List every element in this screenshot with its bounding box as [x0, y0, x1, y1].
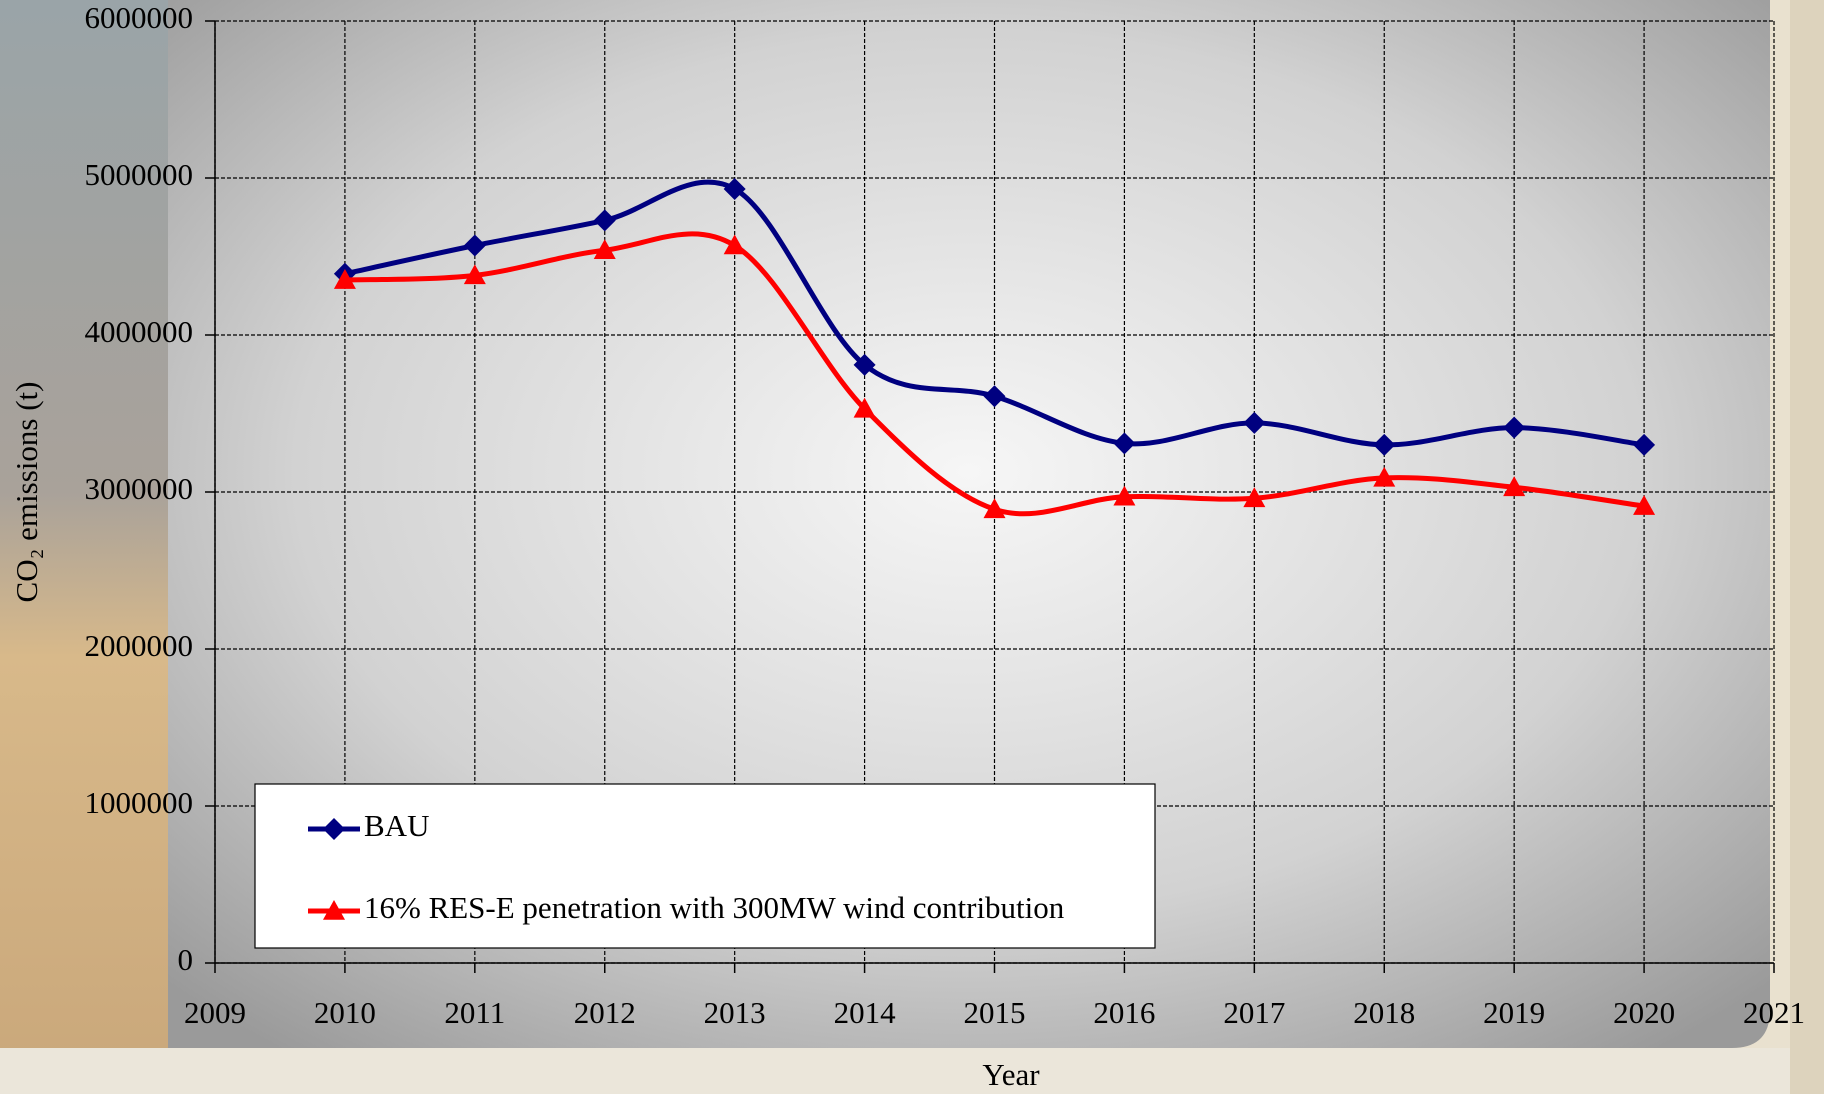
- x-tick-label: 2019: [1483, 995, 1545, 1030]
- legend-label: 16% RES-E penetration with 300MW wind co…: [364, 890, 1065, 925]
- y-tick-label: 4000000: [85, 314, 194, 349]
- footer-band: [0, 1048, 1790, 1094]
- y-tick-label: 2000000: [85, 628, 194, 663]
- y-tick-label: 3000000: [85, 471, 194, 506]
- x-tick-label: 2021: [1743, 995, 1805, 1030]
- y-tick-label: 5000000: [85, 157, 194, 192]
- x-tick-label: 2020: [1613, 995, 1675, 1030]
- chart: Year CO₂ emissions (t) 0 1000000 2000000 30…: [0, 0, 1824, 1094]
- y-axis-title: CO₂ emissions (t): [9, 382, 44, 603]
- x-tick-label: 2015: [964, 995, 1026, 1030]
- legend: BAU 16% RES-E penetration with 300MW wind…: [255, 784, 1155, 948]
- x-tick-label: 2016: [1093, 995, 1155, 1030]
- x-tick-label: 2012: [574, 995, 636, 1030]
- x-tick-label: 2010: [314, 995, 376, 1030]
- x-tick-label: 2009: [184, 995, 246, 1030]
- x-tick-label: 2017: [1223, 995, 1285, 1030]
- x-tick-label: 2014: [834, 995, 897, 1030]
- y-tick-label: 6000000: [85, 0, 194, 35]
- x-tick-label: 2018: [1353, 995, 1415, 1030]
- side-strip: [1790, 0, 1824, 1094]
- legend-label: BAU: [364, 808, 429, 843]
- x-tick-label: 2013: [704, 995, 766, 1030]
- y-tick-label: 1000000: [85, 785, 194, 820]
- x-tick-label: 2011: [444, 995, 505, 1030]
- y-tick-label: 0: [178, 942, 194, 977]
- x-axis-title: Year: [982, 1057, 1040, 1092]
